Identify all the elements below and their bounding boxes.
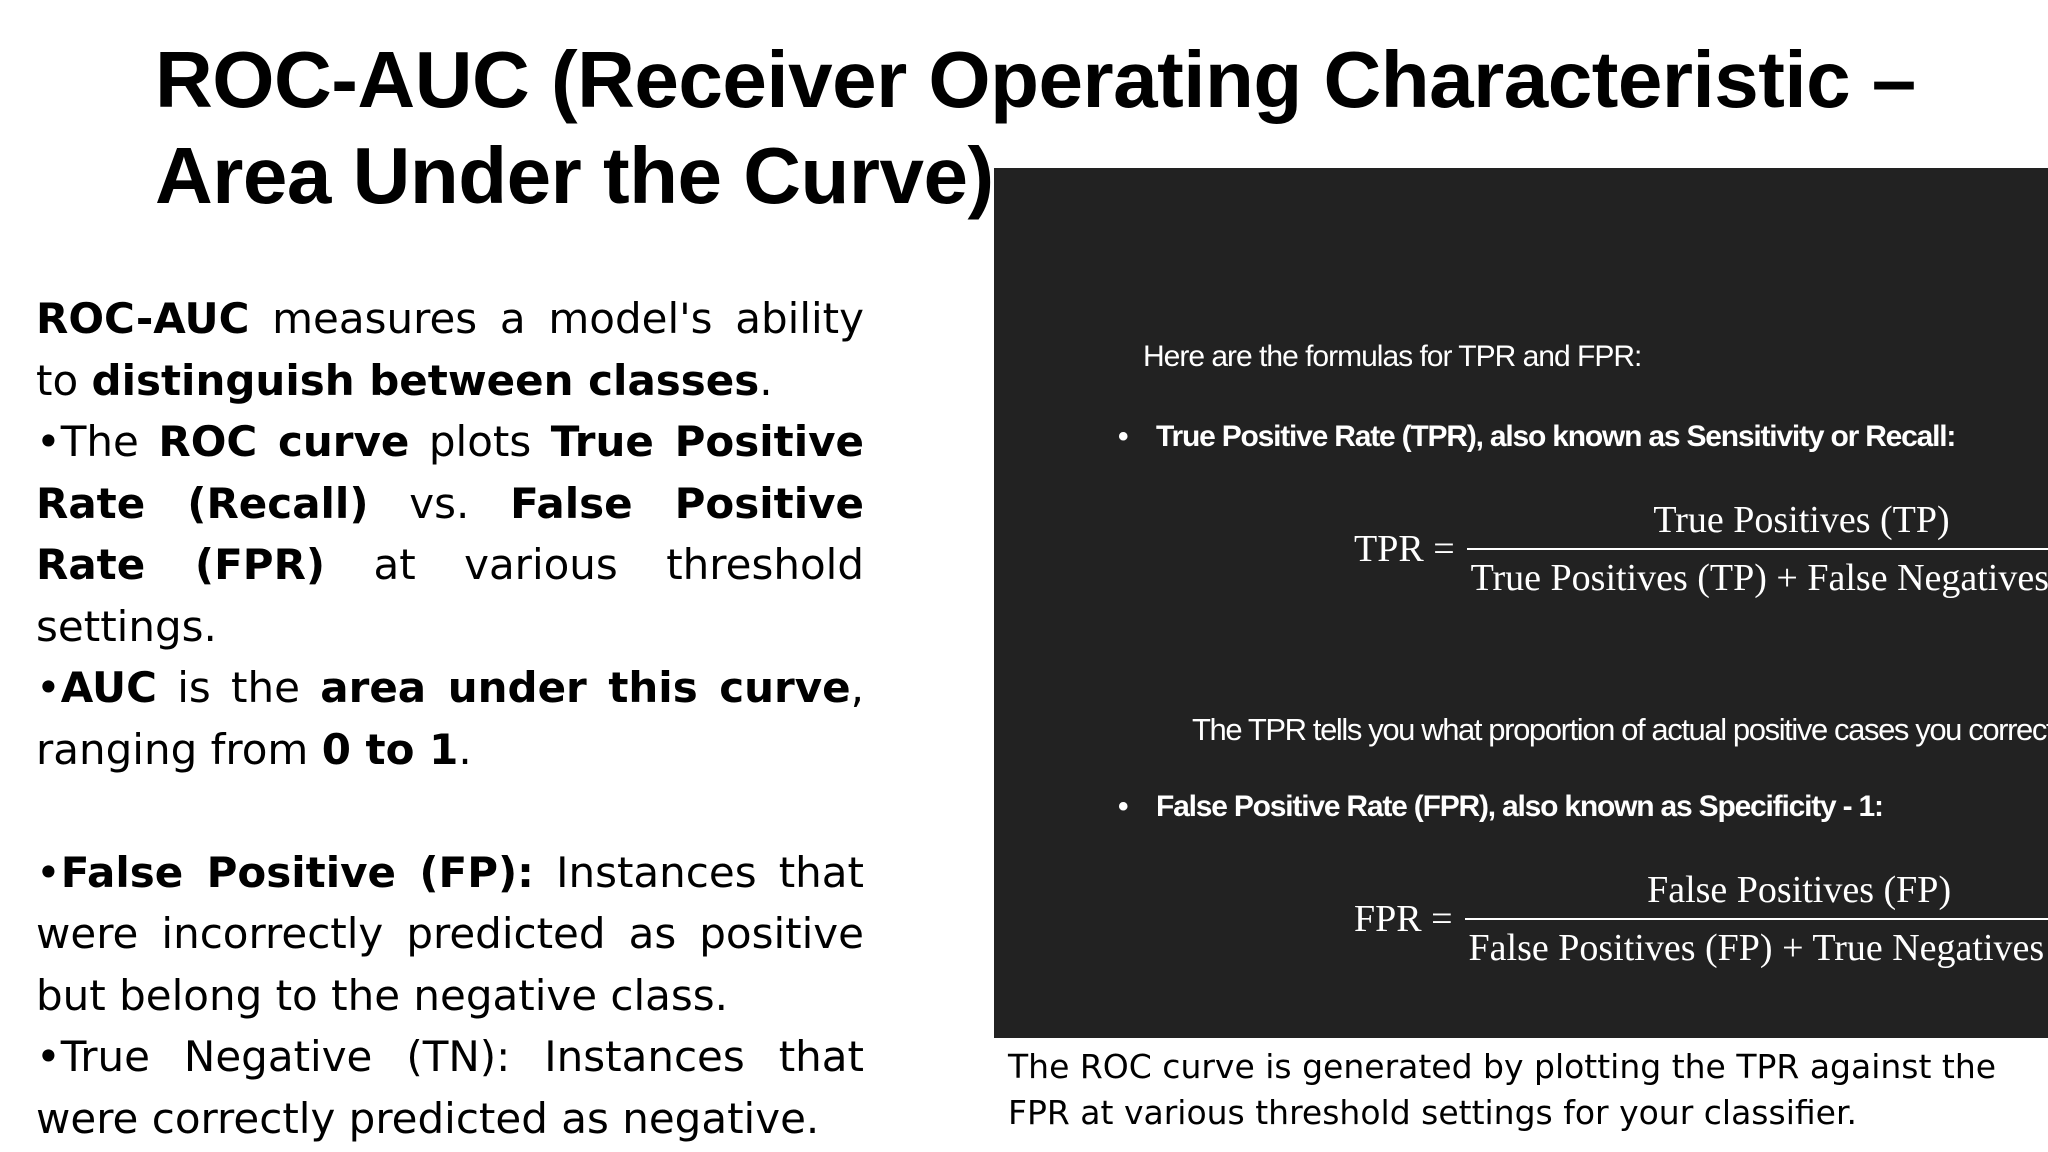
body-text: vs. <box>368 478 511 528</box>
formula-intro-text: Here are the formulas for TPR and FPR: <box>1143 340 1642 373</box>
body-text: plots <box>409 417 551 466</box>
slide-title-line-2: Area Under the Curve) <box>155 131 994 220</box>
tpr-bullet-heading: True Positive Rate (TPR), also known as … <box>1118 420 1956 454</box>
paragraph-true-negative: •True Negative (TN): Instances that were… <box>36 1026 864 1149</box>
fpr-numerator: False Positives (FP) <box>1647 869 1952 911</box>
body-text: •The <box>36 417 159 466</box>
body-text: . <box>759 355 773 405</box>
bold-text: False Positive (FP): <box>60 847 534 897</box>
body-text: , ranging from <box>36 663 864 774</box>
bold-text: AUC <box>60 663 157 712</box>
body-text: • <box>36 847 61 897</box>
paragraph-spacer <box>36 780 864 842</box>
slide-title: ROC-AUC (Receiver Operating Characterist… <box>155 32 1955 224</box>
slide-title-line-1: ROC-AUC (Receiver Operating Characterist… <box>155 35 1916 124</box>
paragraph-false-positive: •False Positive (FP): Instances that wer… <box>36 842 864 1027</box>
tpr-description: The TPR tells you what proportion of act… <box>1192 712 2048 747</box>
paragraph-roc-auc-intro: ROC-AUC measures a model's ability to di… <box>36 288 864 411</box>
fpr-fraction: False Positives (FP) False Positives (FP… <box>1464 868 2048 970</box>
fpr-formula: FPR = False Positives (FP) False Positiv… <box>1354 868 2048 970</box>
tpr-fraction: True Positives (TP) True Positives (TP) … <box>1466 498 2048 600</box>
bold-text: ROC-AUC <box>36 294 250 343</box>
tpr-denominator: True Positives (TP) + False Negatives (F… <box>1466 548 2048 600</box>
body-text: Instances that were incorrectly predicte… <box>36 847 864 1020</box>
bold-text: area under this curve <box>320 663 851 712</box>
bold-text: distinguish between classes <box>91 355 760 405</box>
bold-text: 0 to 1 <box>321 724 459 774</box>
bold-text: False Positive Rate (FPR) <box>36 478 864 590</box>
fpr-formula-lhs: FPR = <box>1354 898 1453 940</box>
body-text: at various threshold settings. <box>36 540 864 651</box>
body-text: . <box>458 724 472 774</box>
formula-image-panel: Here are the formulas for TPR and FPR: T… <box>994 168 2048 1038</box>
paragraph-roc-curve: •The ROC curve plots True Positive Rate … <box>36 411 864 657</box>
bold-text: ROC curve <box>158 417 410 466</box>
paragraph-auc: •AUC is the area under this curve, rangi… <box>36 657 864 780</box>
left-text-body: ROC-AUC measures a model's ability to di… <box>36 288 864 1149</box>
body-text: is the <box>156 663 321 712</box>
fpr-denominator: False Positives (FP) + True Negatives (T… <box>1464 918 2048 970</box>
body-text: •True Negative (TN): Instances that were… <box>36 1032 864 1143</box>
body-text: • <box>36 663 61 712</box>
fpr-bullet-heading: False Positive Rate (FPR), also known as… <box>1118 790 1884 824</box>
bold-text: True Positive Rate (Recall) <box>36 417 864 528</box>
body-text: measures a model's ability to <box>36 294 864 405</box>
image-caption: The ROC curve is generated by plotting t… <box>1008 1047 1997 1132</box>
tpr-formula-lhs: TPR = <box>1354 528 1455 570</box>
tpr-numerator: True Positives (TP) <box>1653 499 1950 541</box>
tpr-formula: TPR = True Positives (TP) True Positives… <box>1354 498 2048 600</box>
